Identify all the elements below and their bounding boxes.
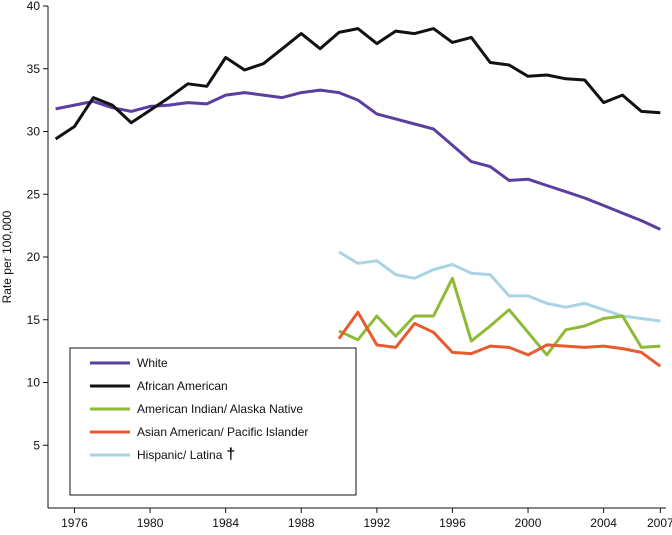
- legend-label: American Indian/ Alaska Native: [137, 402, 303, 416]
- x-tick-label: 1996: [439, 516, 466, 530]
- series-line-hispanic-latina: [338, 250, 661, 323]
- legend-label-text: American Indian/ Alaska Native: [137, 402, 303, 416]
- y-tick-label: 10: [27, 376, 41, 390]
- legend-label-text: Hispanic/ Latina: [137, 448, 223, 462]
- x-tick-label: 2000: [515, 516, 542, 530]
- series-line-african-american: [54, 27, 661, 141]
- y-tick-label: 35: [27, 62, 41, 76]
- y-axis-title: Rate per 100,000: [0, 210, 14, 303]
- legend-label: African American: [137, 379, 228, 393]
- x-tick-label: 1980: [137, 516, 164, 530]
- legend-label-text: African American: [137, 379, 228, 393]
- legend-label: Hispanic/ Latina †: [137, 446, 235, 463]
- y-tick-label: 25: [27, 187, 41, 201]
- legend-box: [69, 347, 357, 496]
- series-line-american-indian-alaska-native: [338, 276, 661, 357]
- series-line-asian-american-pacific-islander: [337, 310, 662, 368]
- legend-label-text: Asian American/ Pacific Islander: [137, 425, 308, 439]
- series-lines: [54, 27, 662, 368]
- y-tick-label: 20: [27, 250, 41, 264]
- x-tick-label: 1984: [212, 516, 239, 530]
- legend-label-text: White: [137, 356, 168, 370]
- axes: 1976 1980 1984 1988 1992 1996 2000 2004 2007 5 10…: [27, 0, 672, 530]
- legend-label: Asian American/ Pacific Islander: [137, 425, 308, 439]
- x-tick-label: 1988: [288, 516, 315, 530]
- y-tick-label: 30: [27, 125, 41, 139]
- x-tick-label: 1976: [61, 516, 88, 530]
- dagger-mark: †: [226, 446, 235, 463]
- x-ticks: 1976 1980 1984 1988 1992 1996 2000 2004 2007: [61, 508, 672, 530]
- y-tick-label: 15: [27, 313, 41, 327]
- legend-items: White African American American Indian/ Al…: [90, 356, 308, 463]
- x-tick-label: 2007: [647, 516, 672, 530]
- x-tick-label: 2004: [590, 516, 617, 530]
- x-tick-label: 1992: [363, 516, 390, 530]
- legend-label: White: [137, 356, 168, 370]
- y-tick-label: 5: [33, 438, 40, 452]
- legend: White African American American Indian/ Al…: [69, 347, 357, 496]
- y-ticks: 5 10 15 20 25 30 35 40: [27, 0, 48, 452]
- y-tick-label: 40: [27, 0, 41, 13]
